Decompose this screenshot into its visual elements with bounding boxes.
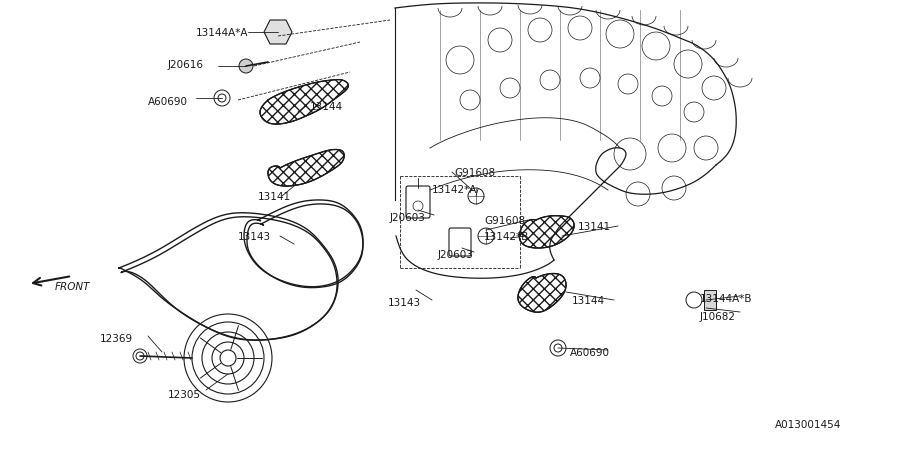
Polygon shape <box>518 274 566 312</box>
Text: G91608: G91608 <box>484 216 525 226</box>
Polygon shape <box>264 20 292 44</box>
Text: J20616: J20616 <box>168 60 204 70</box>
Text: 13142*A: 13142*A <box>432 185 477 195</box>
Text: FRONT: FRONT <box>55 282 91 292</box>
Text: 13142*B: 13142*B <box>484 232 529 242</box>
Polygon shape <box>260 80 348 124</box>
Text: 13141: 13141 <box>258 192 291 202</box>
Text: 13143: 13143 <box>238 232 271 242</box>
Text: A013001454: A013001454 <box>775 420 842 430</box>
Text: A60690: A60690 <box>148 97 188 107</box>
Text: G91608: G91608 <box>454 168 495 178</box>
Text: A60690: A60690 <box>570 348 610 358</box>
Polygon shape <box>704 290 716 310</box>
Text: 13144: 13144 <box>572 296 605 306</box>
Polygon shape <box>268 149 344 186</box>
Text: J20603: J20603 <box>438 250 474 260</box>
Text: 12305: 12305 <box>168 390 201 400</box>
Text: J20603: J20603 <box>390 213 426 223</box>
Text: 13143: 13143 <box>388 298 421 308</box>
Circle shape <box>239 59 253 73</box>
Polygon shape <box>519 216 574 248</box>
Text: J10682: J10682 <box>700 312 736 322</box>
Text: 13144A*B: 13144A*B <box>700 294 752 304</box>
Text: 12369: 12369 <box>100 334 133 344</box>
Text: 13144A*A: 13144A*A <box>196 28 248 38</box>
Text: 13144: 13144 <box>310 102 343 112</box>
Text: 13141: 13141 <box>578 222 611 232</box>
